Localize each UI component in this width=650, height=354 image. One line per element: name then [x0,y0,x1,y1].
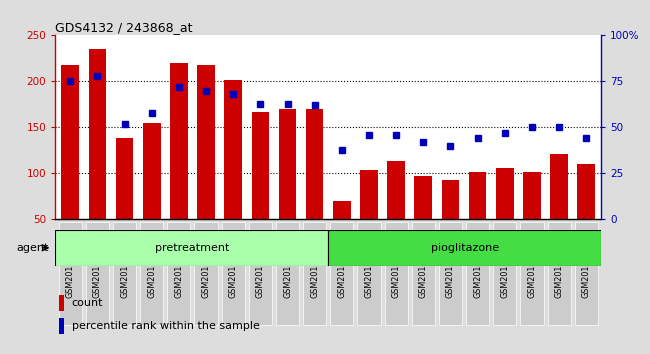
Text: GDS4132 / 243868_at: GDS4132 / 243868_at [55,21,193,34]
Text: GSM201843: GSM201843 [554,249,564,298]
Bar [469,172,486,219]
Text: GSM201833: GSM201833 [283,249,292,298]
FancyBboxPatch shape [358,222,380,325]
Bar [58,295,64,311]
Text: GSM201836: GSM201836 [365,249,374,298]
Text: percentile rank within the sample: percentile rank within the sample [72,321,259,331]
Bar [551,154,568,219]
Bar [279,109,296,219]
Text: pioglitazone: pioglitazone [431,243,499,253]
Text: GSM201830: GSM201830 [202,249,211,298]
Bar [441,180,460,219]
Text: GSM201835: GSM201835 [337,249,346,298]
Text: GSM201837: GSM201837 [392,249,400,298]
Text: GSM201839: GSM201839 [446,249,455,298]
Text: agent: agent [17,243,49,253]
FancyBboxPatch shape [493,222,516,325]
FancyBboxPatch shape [303,222,326,325]
Bar [197,65,215,219]
Text: GSM201841: GSM201841 [500,249,510,298]
Bar [328,230,601,266]
Text: GSM201832: GSM201832 [256,249,265,298]
Bar [523,172,541,219]
FancyBboxPatch shape [547,222,571,325]
FancyBboxPatch shape [86,222,109,325]
Text: count: count [72,298,103,308]
Bar [496,168,514,219]
Bar [224,80,242,219]
FancyBboxPatch shape [330,222,354,325]
Bar [58,318,64,334]
Bar [143,123,161,219]
Text: pretreatment: pretreatment [155,243,229,253]
FancyBboxPatch shape [439,222,462,325]
FancyBboxPatch shape [575,222,598,325]
FancyBboxPatch shape [194,222,218,325]
FancyBboxPatch shape [276,222,299,325]
FancyBboxPatch shape [385,222,408,325]
Bar [360,170,378,219]
Text: GSM201844: GSM201844 [582,249,591,298]
Bar [387,161,405,219]
Bar [415,176,432,219]
FancyBboxPatch shape [412,222,435,325]
Bar [170,63,188,219]
Bar [61,65,79,219]
FancyBboxPatch shape [113,222,136,325]
Text: GSM201831: GSM201831 [229,249,238,298]
FancyBboxPatch shape [466,222,489,325]
FancyBboxPatch shape [167,222,190,325]
Bar [55,230,328,266]
FancyBboxPatch shape [222,222,244,325]
Text: GSM201544: GSM201544 [120,249,129,298]
Bar [577,164,595,219]
FancyBboxPatch shape [521,222,543,325]
Text: GSM201840: GSM201840 [473,249,482,298]
Text: GSM201545: GSM201545 [147,249,156,298]
Text: GSM201838: GSM201838 [419,249,428,298]
Bar [252,112,269,219]
Text: GSM201543: GSM201543 [93,249,102,298]
FancyBboxPatch shape [58,222,82,325]
FancyBboxPatch shape [249,222,272,325]
Bar [116,138,133,219]
Text: GSM201842: GSM201842 [528,249,536,298]
Bar [88,49,106,219]
Text: GSM201829: GSM201829 [174,249,183,298]
Text: GSM201834: GSM201834 [310,249,319,298]
Bar [306,109,324,219]
FancyBboxPatch shape [140,222,163,325]
Text: GSM201542: GSM201542 [66,249,75,298]
Bar [333,201,350,219]
